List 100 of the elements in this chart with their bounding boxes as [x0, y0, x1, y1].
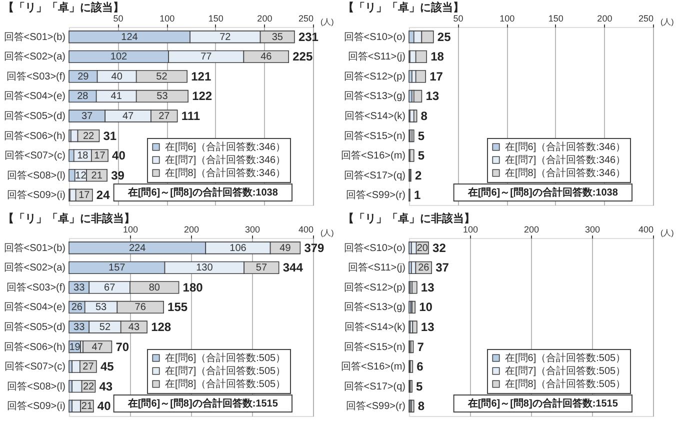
- y-tick-label: 回答<S14>(k): [344, 321, 406, 333]
- total-label: 10: [419, 300, 433, 314]
- legend-label: 在[問7]（合計回答数:346）: [505, 154, 626, 166]
- x-tick-label: 200: [184, 224, 200, 234]
- x-tick-label: 250: [298, 14, 314, 24]
- data-label: 67: [104, 282, 116, 294]
- legend-label: 在[問8]（合計回答数:346）: [165, 167, 286, 179]
- y-tick-label: 回答<S03>(f): [6, 281, 66, 294]
- total-label: 18: [430, 50, 444, 64]
- total-label: 13: [420, 320, 435, 334]
- y-tick-label: 回答<S01>(b): [4, 242, 66, 254]
- x-tick-label: 150: [548, 14, 564, 24]
- data-label: 72: [220, 32, 232, 43]
- data-label: 35: [272, 32, 284, 43]
- chart-title: 【「リ」「卓」に非該当】: [343, 212, 475, 225]
- total-label: 5: [418, 128, 425, 143]
- total-label: 379: [304, 240, 325, 255]
- total-label: 8: [420, 109, 428, 123]
- y-tick-label: 回答<S17>(q): [344, 380, 406, 392]
- total-label: 1: [414, 188, 421, 202]
- data-label: 80: [148, 282, 160, 294]
- total-label: 13: [426, 89, 440, 104]
- x-axis-title: (人): [660, 18, 674, 26]
- data-label: 17: [94, 150, 106, 162]
- total-label: 25: [437, 30, 452, 44]
- y-tick-label: 回答<S02>(a): [4, 50, 66, 63]
- data-label: 17: [78, 190, 90, 202]
- data-label: 22: [82, 381, 95, 392]
- chart-title: 【「リ」「卓」に該当】: [3, 1, 124, 14]
- y-tick-label: 回答<S04>(e): [4, 90, 66, 102]
- y-tick-label: 回答<S14>(k): [344, 110, 406, 122]
- chart-title: 【「リ」「卓」に該当】: [343, 1, 464, 14]
- total-label: 39: [111, 168, 125, 182]
- y-tick-label: 回答<S11>(j): [348, 50, 406, 63]
- data-label: 52: [156, 71, 168, 82]
- data-label: 37: [81, 111, 94, 122]
- legend-label: 在[問8]（合計回答数:505）: [505, 378, 626, 390]
- y-tick-label: 回答<S13>(g): [344, 301, 406, 314]
- y-tick-label: 回答<S07>(c): [4, 150, 66, 162]
- y-tick-label: 回答<S01>(b): [4, 30, 66, 43]
- total-label: 155: [168, 300, 188, 314]
- y-tick-label: 回答<S05>(d): [4, 321, 66, 333]
- data-label: 27: [82, 362, 94, 373]
- total-label: 31: [103, 128, 117, 143]
- total-label: 70: [116, 340, 130, 354]
- total-label: 8: [418, 399, 425, 414]
- total-label: 2: [414, 168, 422, 182]
- data-label: 26: [71, 302, 83, 314]
- data-label: 43: [128, 322, 140, 333]
- legend-label: 在[問7]（合計回答数:346）: [165, 154, 286, 166]
- y-tick-label: 回答<S09>(i): [7, 189, 66, 202]
- x-axis-title: (人): [320, 228, 334, 238]
- data-label: 157: [108, 262, 126, 274]
- y-tick-label: 回答<S99>(r): [346, 189, 406, 202]
- data-label: 77: [200, 52, 212, 63]
- x-axis-title: (人): [660, 228, 674, 238]
- data-label: 40: [111, 71, 123, 82]
- y-tick-label: 回答<S15>(n): [344, 340, 406, 353]
- data-label: 21: [91, 170, 103, 182]
- x-tick-label: 400: [298, 224, 314, 234]
- data-label: 27: [158, 111, 170, 122]
- data-label: 28: [77, 91, 89, 102]
- data-label: 53: [156, 91, 168, 102]
- data-label: 106: [230, 242, 247, 254]
- y-tick-label: 回答<S08>(l): [7, 169, 66, 182]
- data-label: 130: [196, 262, 214, 274]
- y-tick-label: 回答<S06>(h): [4, 130, 66, 142]
- y-tick-label: 回答<S05>(d): [4, 110, 66, 122]
- total-label: 40: [112, 148, 126, 163]
- data-label: 19: [69, 342, 81, 353]
- total-label: 111: [181, 109, 200, 123]
- data-label: 53: [95, 302, 108, 314]
- x-tick-label: 100: [160, 14, 175, 24]
- data-label: 21: [81, 401, 93, 412]
- y-tick-label: 回答<S16>(m): [341, 150, 406, 162]
- x-tick-label: 200: [597, 14, 612, 24]
- y-tick-label: 回答<S04>(e): [4, 301, 66, 314]
- total-label: 5: [416, 379, 424, 394]
- total-label: 344: [282, 260, 304, 275]
- x-tick-label: 300: [584, 224, 600, 234]
- y-tick-label: 回答<S12>(p): [344, 70, 406, 82]
- data-label: 12: [75, 170, 87, 182]
- y-tick-label: 回答<S09>(i): [7, 400, 66, 412]
- data-label: 102: [110, 52, 128, 63]
- x-tick-label: 300: [244, 224, 260, 234]
- x-tick-label: 50: [453, 14, 464, 24]
- total-label: 231: [298, 30, 319, 44]
- x-tick-label: 400: [638, 224, 654, 234]
- annotation: 在[問6]～[問8]の合計回答数:1038: [126, 186, 278, 198]
- x-tick-label: 200: [257, 14, 272, 24]
- total-label: 45: [100, 360, 114, 374]
- y-tick-label: 回答<S03>(f): [6, 70, 66, 82]
- data-label: 124: [121, 32, 138, 43]
- total-label: 13: [420, 280, 435, 294]
- data-label: 22: [82, 130, 95, 142]
- legend-label: 在[問6]（合計回答数:346）: [505, 141, 626, 153]
- data-label: 47: [122, 111, 134, 122]
- data-label: 20: [416, 242, 428, 254]
- annotation: 在[問6]～[問8]の合計回答数:1038: [466, 186, 618, 198]
- legend-label: 在[問7]（合計回答数:505）: [505, 365, 626, 377]
